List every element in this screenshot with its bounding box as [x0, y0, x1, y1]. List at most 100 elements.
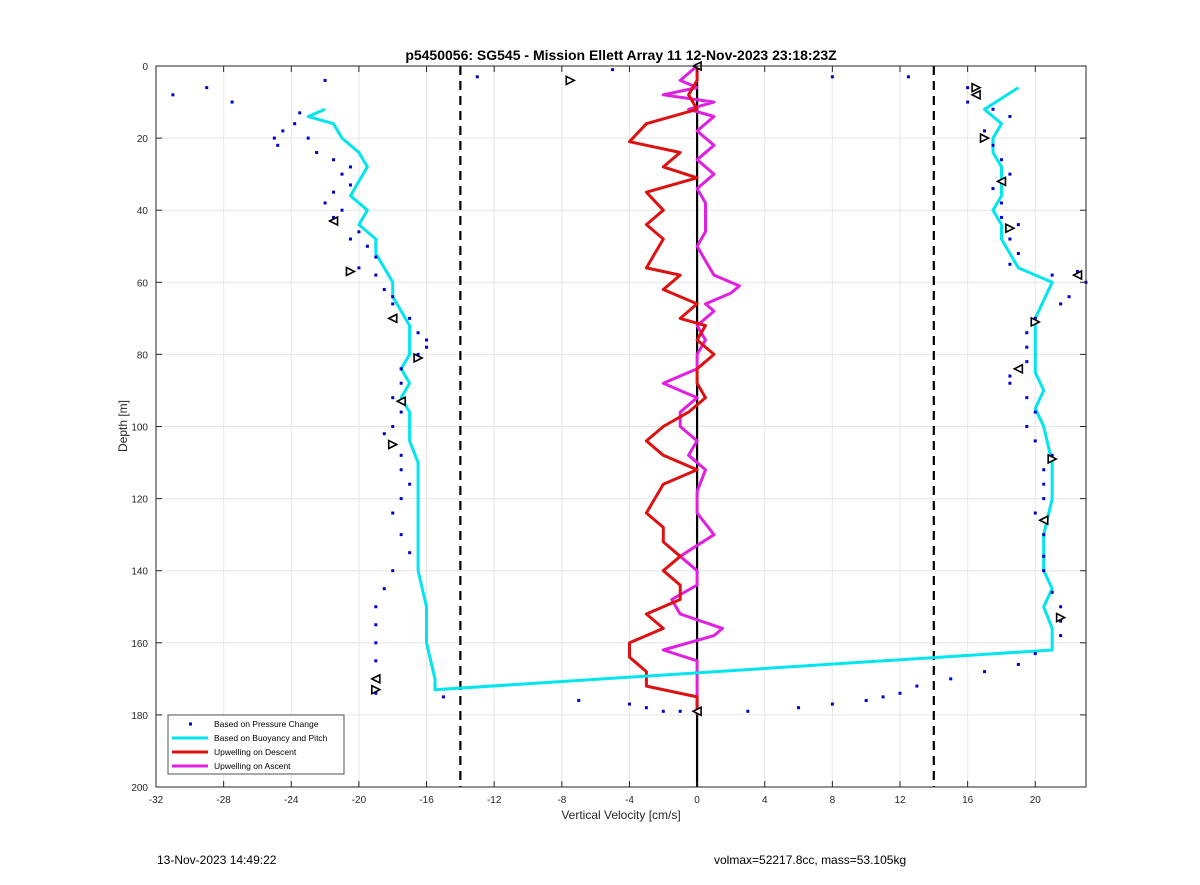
x-tick-label: 12 [894, 795, 906, 806]
triangle-marker [971, 82, 982, 93]
pressure-point [340, 208, 344, 212]
pressure-point [399, 453, 403, 457]
pressure-point [1025, 331, 1029, 335]
pressure-point [357, 266, 361, 270]
triangle-marker [387, 439, 399, 450]
pressure-point [399, 410, 403, 414]
x-tick-label: -24 [284, 795, 299, 806]
pressure-point [408, 551, 412, 555]
pressure-point [171, 93, 175, 97]
pressure-point [1008, 381, 1012, 385]
pressure-point [416, 352, 420, 356]
y-tick-label: 40 [137, 206, 149, 217]
pressure-point [1033, 316, 1037, 320]
pressure-point [357, 230, 361, 234]
pressure-point [1025, 360, 1029, 364]
triangle-marker [395, 395, 406, 407]
pressure-point [1025, 345, 1029, 349]
x-tick-label: -20 [352, 795, 367, 806]
pressure-point [391, 511, 395, 515]
pressure-point [983, 129, 987, 133]
pressure-point [332, 158, 336, 162]
pressure-point [391, 295, 395, 299]
legend-label: Based on Pressure Change [214, 719, 319, 729]
y-tick-label: 180 [131, 711, 148, 722]
pressure-point [298, 111, 302, 115]
pressure-point [1042, 497, 1046, 501]
pressure-point [830, 75, 834, 79]
pressure-point [1067, 295, 1071, 299]
pressure-point [644, 706, 648, 710]
x-tick-label: -28 [216, 795, 231, 806]
pressure-point [323, 201, 327, 205]
triangle-marker [1055, 612, 1067, 623]
pressure-point [365, 244, 369, 248]
pressure-point [441, 695, 445, 699]
triangle-marker [345, 266, 357, 277]
triangle-marker [1005, 222, 1016, 234]
pressure-point [1025, 425, 1029, 428]
pressure-point [323, 78, 327, 82]
pressure-point [678, 709, 682, 713]
y-tick-label: 60 [137, 278, 149, 289]
triangle-markers-layer [327, 60, 1083, 717]
pressure-point [991, 187, 995, 191]
pressure-point [1042, 468, 1046, 472]
pressure-point [272, 136, 276, 140]
triangle-marker [370, 673, 381, 685]
pressure-point [966, 86, 970, 90]
pressure-point [340, 172, 344, 176]
x-tick-label: -4 [625, 795, 634, 806]
pressure-point [627, 702, 631, 706]
pressure-point [1016, 251, 1020, 255]
series-upwelling-on-descent [628, 66, 716, 715]
y-tick-label: 140 [131, 567, 148, 578]
y-tick-label: 20 [137, 134, 149, 145]
x-tick-label: -12 [487, 795, 502, 806]
pressure-point [966, 100, 970, 104]
pressure-point [830, 702, 834, 706]
axis-ticks: -32 -28 -24 -20 -16 -12 -8 -4 0 4 8 12 16 20020406080… [131, 62, 1086, 806]
y-tick-label: 120 [131, 495, 148, 506]
pressure-point [399, 381, 403, 385]
pressure-point [1050, 273, 1054, 277]
pressure-point [382, 288, 386, 292]
pressure-point [399, 497, 403, 501]
pressure-point [425, 338, 429, 342]
legend-label: Based on Buoyancy and Pitch [214, 733, 328, 743]
x-tick-label: -8 [557, 795, 566, 806]
pressure-point [399, 367, 403, 371]
y-tick-label: 0 [142, 62, 148, 73]
pressure-points-layer [171, 68, 1088, 713]
pressure-point [864, 698, 868, 702]
pressure-point [999, 201, 1003, 205]
pressure-point [1059, 634, 1063, 638]
pressure-point [348, 183, 352, 187]
pressure-point [374, 641, 378, 645]
pressure-point [1008, 237, 1012, 241]
pressure-point [881, 695, 885, 699]
pressure-point [348, 237, 352, 241]
x-tick-label: 4 [762, 795, 768, 806]
series-upwelling-on-ascent [661, 64, 741, 715]
pressure-point [382, 587, 386, 591]
pressure-point [906, 75, 910, 79]
pressure-point [332, 215, 336, 219]
pressure-point [915, 684, 919, 688]
triangle-marker [979, 132, 991, 144]
pressure-point [1033, 439, 1037, 443]
pressure-point [293, 122, 297, 126]
pressure-point [382, 432, 386, 436]
triangle-marker [1047, 453, 1058, 465]
pressure-point [391, 302, 395, 306]
triangle-marker [386, 313, 398, 324]
pressure-point [983, 670, 987, 674]
pressure-point [391, 425, 395, 428]
pressure-point [1076, 269, 1080, 273]
pressure-point [374, 273, 378, 277]
triangle-marker [413, 352, 424, 364]
pressure-point [1008, 172, 1012, 176]
triangle-marker [1030, 316, 1042, 328]
pressure-point [1008, 262, 1012, 266]
